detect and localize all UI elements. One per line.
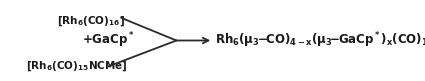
Text: $\mathbf{[Rh_6(CO)_{15}NCMe]}$: $\mathbf{[Rh_6(CO)_{15}NCMe]}$ (26, 59, 127, 73)
Text: $\mathbf{+ GaCp^*}$: $\mathbf{+ GaCp^*}$ (82, 31, 135, 50)
Text: $\mathbf{[Rh_6(CO)_{16}]}$: $\mathbf{[Rh_6(CO)_{16}]}$ (57, 15, 125, 28)
Text: $\mathbf{Rh_6(\mu_3\!\!-\!\!CO)_{4-x}(\mu_3\!\!-\!\!GaCp^*)_x(CO)_{12},}$ $\math: $\mathbf{Rh_6(\mu_3\!\!-\!\!CO)_{4-x}(\m… (215, 31, 425, 50)
